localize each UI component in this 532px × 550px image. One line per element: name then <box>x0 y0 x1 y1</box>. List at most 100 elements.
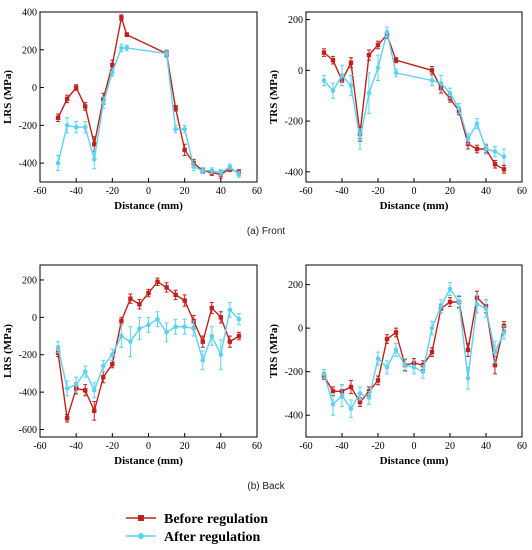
data-point <box>465 375 471 381</box>
data-point <box>124 45 130 51</box>
data-point <box>357 391 363 396</box>
data-point <box>348 60 354 65</box>
data-point <box>456 106 462 111</box>
data-point <box>55 344 61 350</box>
x-tick-label: -40 <box>335 441 348 452</box>
y-tick-label: -600 <box>19 425 37 436</box>
data-point <box>393 70 399 76</box>
y-tick-label: 0 <box>298 324 303 335</box>
data-point <box>110 62 115 68</box>
data-point <box>64 96 70 102</box>
x-tick-label: 40 <box>216 186 226 197</box>
x-tick-label: -60 <box>299 441 312 452</box>
y-tick-label: 400 <box>22 8 37 19</box>
data-point <box>321 50 327 55</box>
x-tick-label: -40 <box>69 186 82 197</box>
y-tick-label: 0 <box>298 66 303 77</box>
series-before <box>55 14 242 179</box>
chart-front-lrs: -60 -40 -20 0 20 40 60-400-2000200400Distance … <box>2 8 262 213</box>
data-point <box>321 78 327 83</box>
data-point <box>339 73 345 78</box>
data-point <box>501 167 507 172</box>
data-point <box>483 146 489 152</box>
data-point <box>101 374 106 380</box>
data-point <box>483 306 489 311</box>
y-axis-label: TRS (MPa) <box>268 70 280 124</box>
data-point <box>218 352 224 358</box>
data-point <box>501 330 507 335</box>
y-tick-label: -200 <box>285 367 303 378</box>
data-point <box>501 154 507 159</box>
series-before <box>321 30 507 174</box>
data-point <box>182 126 187 132</box>
x-tick-label: 0 <box>146 186 151 197</box>
x-tick-label: 40 <box>481 441 491 452</box>
data-point <box>348 83 354 88</box>
data-point <box>411 365 417 370</box>
data-point <box>128 339 133 344</box>
data-point <box>164 51 169 56</box>
x-tick-label: 20 <box>445 186 455 197</box>
y-tick-label: 0 <box>32 313 37 324</box>
data-point <box>64 123 70 128</box>
data-point <box>182 298 187 303</box>
y-tick-label: -200 <box>285 117 303 128</box>
x-tick-label: -40 <box>335 186 348 197</box>
data-point <box>456 299 462 305</box>
data-point <box>110 361 115 367</box>
x-tick-label: 60 <box>517 186 527 197</box>
data-point <box>393 58 399 63</box>
data-point <box>474 146 480 152</box>
series-after <box>321 281 507 418</box>
data-point <box>182 147 187 153</box>
data-point <box>227 339 233 344</box>
data-point <box>393 330 399 335</box>
x-tick-label: 20 <box>445 441 455 452</box>
data-point <box>474 121 480 126</box>
x-tick-label: 60 <box>252 186 262 197</box>
x-tick-label: 20 <box>180 186 190 197</box>
data-point <box>64 416 70 421</box>
y-tick-label: 0 <box>32 83 37 94</box>
legend-marker <box>138 515 144 521</box>
data-point <box>100 100 106 105</box>
x-axis-label: Distance (mm) <box>380 455 449 467</box>
data-point <box>64 386 70 391</box>
data-point <box>375 356 381 361</box>
data-point <box>73 124 79 130</box>
legend-item: After regulation <box>126 530 261 545</box>
series-before <box>321 290 507 408</box>
series-after <box>55 301 242 399</box>
y-axis-label: LRS (MPa) <box>2 324 14 378</box>
data-point <box>173 126 178 132</box>
data-point <box>200 358 206 363</box>
chart-back-lrs: -60 -40 -20 0 20 40 60-600-400-2000200Distance… <box>2 264 262 467</box>
x-tick-label: -40 <box>69 441 82 452</box>
data-point <box>330 402 336 407</box>
x-tick-label: -20 <box>371 186 384 197</box>
data-point <box>137 326 142 331</box>
data-point <box>357 136 363 142</box>
y-tick-label: 200 <box>22 45 37 56</box>
data-point <box>209 168 215 173</box>
data-point <box>330 58 336 63</box>
y-axis-label: TRS (MPa) <box>268 324 280 378</box>
data-point <box>91 157 97 162</box>
y-tick-label: -400 <box>19 159 37 170</box>
y-tick-label: -400 <box>19 388 37 399</box>
data-point <box>420 369 426 374</box>
data-point <box>83 104 88 109</box>
data-point <box>200 339 205 344</box>
data-point <box>402 362 408 368</box>
y-tick-label: -400 <box>285 167 303 178</box>
data-point <box>119 45 124 51</box>
data-point <box>146 322 151 328</box>
x-tick-label: 60 <box>252 441 262 452</box>
data-point <box>92 408 97 414</box>
plot-frame <box>39 11 258 183</box>
data-point <box>91 387 97 393</box>
legend-item: Before regulation <box>126 512 268 527</box>
data-point <box>366 90 372 96</box>
